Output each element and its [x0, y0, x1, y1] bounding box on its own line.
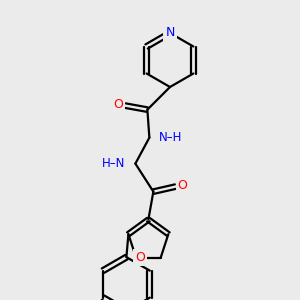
Text: N: N — [165, 26, 175, 40]
Text: O: O — [135, 251, 145, 264]
Text: H–N: H–N — [102, 157, 125, 170]
Text: O: O — [177, 179, 187, 192]
Text: O: O — [113, 98, 123, 111]
Text: N–H: N–H — [159, 131, 183, 144]
